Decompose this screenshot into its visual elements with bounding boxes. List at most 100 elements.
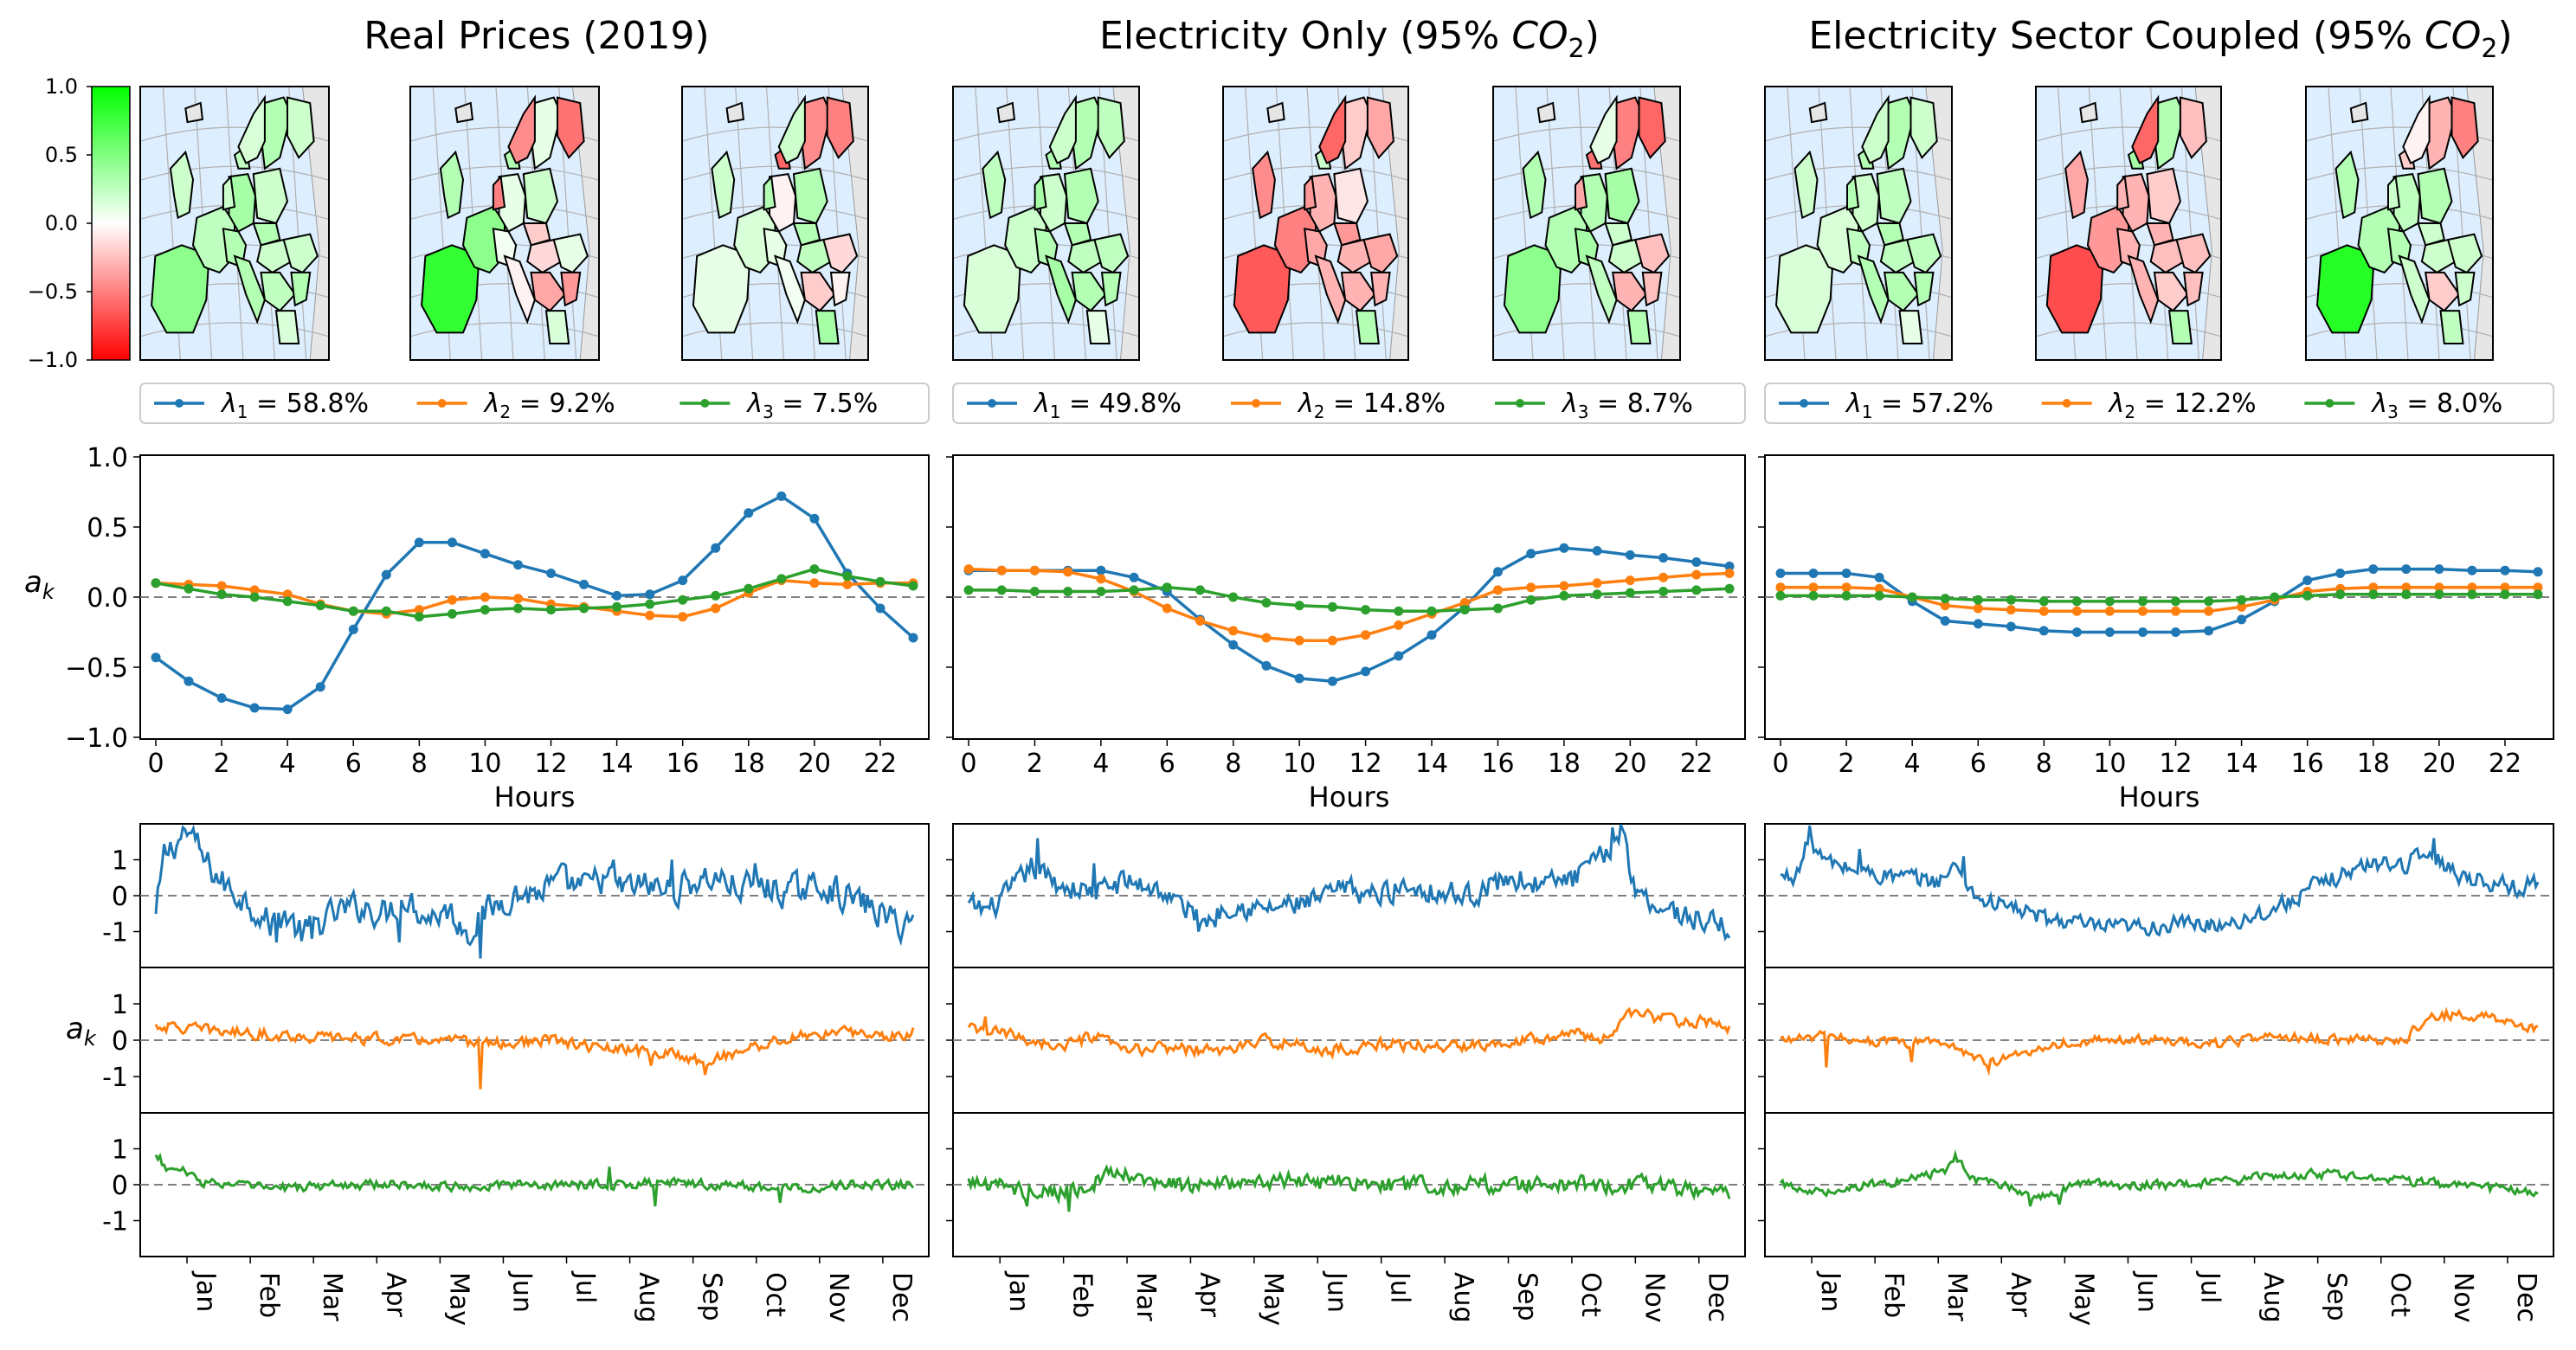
x-tick-label: 12 — [1349, 749, 1382, 779]
map-country — [792, 167, 828, 225]
series-point — [1691, 569, 1702, 580]
map-graticule — [952, 322, 1140, 338]
legend-marker — [2325, 399, 2334, 408]
series-point — [2302, 590, 2313, 601]
map-country — [1100, 271, 1122, 307]
x-tick-label: 2 — [1839, 749, 1855, 779]
legend-sub: 3 — [1578, 402, 1589, 422]
map-panel — [1492, 86, 1681, 361]
series-point — [2335, 569, 2346, 578]
series-point — [2204, 596, 2214, 607]
series-point — [579, 603, 589, 614]
map-country — [2425, 271, 2461, 312]
x-tick-label: 12 — [2159, 749, 2192, 779]
map-panel — [952, 86, 1140, 361]
hourly-chart: 0 2 4 6 8 10 12 14 16 18 20 22 Hours — [1758, 454, 2554, 813]
legend-marker — [1252, 399, 1260, 408]
series-point — [447, 608, 457, 619]
series-point — [381, 606, 391, 616]
series-point — [1327, 676, 1337, 686]
daily-series-2 — [1780, 1006, 2539, 1077]
x-tick-label: 16 — [667, 749, 699, 779]
series-point — [809, 513, 820, 524]
map-country — [1362, 233, 1399, 274]
map-country — [2167, 310, 2193, 344]
month-label: Jun — [2131, 1270, 2161, 1313]
map-country — [552, 233, 589, 274]
map-country — [1522, 150, 1547, 220]
month-label: Oct — [1575, 1272, 1606, 1317]
series-point — [315, 682, 325, 692]
map-country — [1626, 310, 1652, 344]
month-label: Apr — [380, 1272, 410, 1318]
map-frame — [681, 86, 869, 361]
series-point — [1493, 585, 1503, 595]
map-graticule — [681, 165, 869, 181]
series-point — [1559, 543, 1569, 553]
legend-sub: 1 — [237, 402, 248, 422]
map-country — [1638, 96, 1666, 159]
series-point — [2104, 596, 2115, 607]
map-graticule — [1222, 322, 1409, 338]
series-line-3 — [155, 567, 914, 619]
legend-symbol: λ — [1297, 389, 1314, 419]
series-point — [2533, 589, 2543, 600]
legend-symbol: λ — [745, 389, 763, 419]
series-point — [612, 590, 622, 601]
map-graticule — [952, 165, 1140, 181]
legend-entry: λ1 = 58.8% — [220, 389, 369, 422]
series-point — [1195, 616, 1205, 626]
map-graticule — [2305, 322, 2494, 338]
chart-title-2: Electricity Only (95% CO2) — [1099, 14, 1600, 64]
series-point — [1426, 606, 1437, 616]
legend-entry: λ3 = 8.0% — [2370, 389, 2502, 422]
month-label: Oct — [760, 1272, 790, 1317]
x-tick-label: 10 — [468, 749, 501, 779]
series-point — [1808, 569, 1819, 578]
series-point — [2237, 595, 2247, 605]
legend-symbol: λ — [1561, 389, 1578, 419]
map-country — [2131, 94, 2160, 164]
month-label: Feb — [1067, 1272, 1098, 1318]
map-country — [963, 244, 1021, 334]
series-point — [1162, 582, 1172, 593]
map-country — [544, 310, 570, 344]
series-point — [1261, 633, 1272, 643]
map-country — [822, 233, 859, 274]
map-country — [796, 238, 833, 274]
x-tick-label: 8 — [2036, 749, 2052, 779]
x-tick-label: 10 — [1283, 749, 1316, 779]
map-country — [1067, 238, 1104, 274]
map-country — [2420, 238, 2457, 274]
x-tick-label: 16 — [1481, 749, 1514, 779]
map-country — [982, 150, 1007, 220]
series-point — [1691, 585, 1702, 595]
series-point — [216, 589, 227, 600]
series-point — [1808, 590, 1819, 601]
map-country — [287, 96, 315, 159]
y-tick-label: 0.5 — [87, 513, 128, 543]
map-frame — [409, 86, 600, 361]
series-point — [1096, 587, 1106, 596]
y-tick-label: -1 — [102, 1207, 128, 1238]
map-country — [2446, 233, 2483, 274]
legend-sub: 2 — [2124, 402, 2135, 422]
series-point — [1973, 603, 1983, 614]
legend-sub: 2 — [499, 402, 511, 422]
map-frame — [952, 86, 1140, 361]
series-point — [2500, 589, 2510, 600]
x-tick-label: 20 — [798, 749, 831, 779]
series-point — [2038, 596, 2049, 607]
daily-chart — [946, 967, 1746, 1114]
series-point — [1228, 592, 1239, 602]
legend: λ1 = 49.8% λ2 = 14.8% λ3 = 8.7% — [952, 382, 1746, 424]
x-tick-label: 22 — [864, 749, 897, 779]
colorbar-tick-label: 0.0 — [45, 211, 78, 235]
map-country — [237, 94, 266, 164]
series-point — [1841, 582, 1852, 593]
month-label: Nov — [1639, 1272, 1669, 1323]
x-tick-label: 4 — [280, 749, 296, 779]
series-point — [1261, 660, 1272, 671]
series-point — [2335, 589, 2346, 600]
legend-symbol: λ — [220, 389, 237, 419]
